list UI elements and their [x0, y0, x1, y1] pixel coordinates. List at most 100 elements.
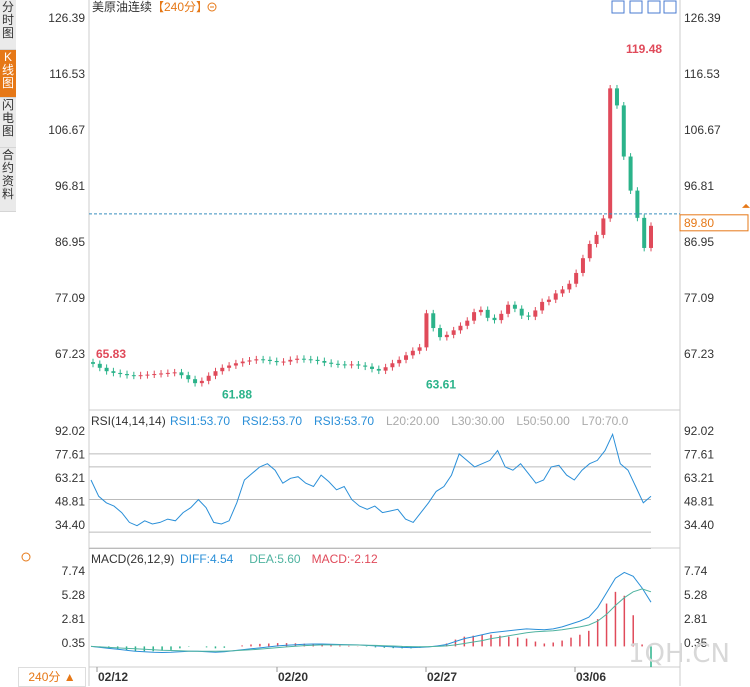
macd-axis-tick-left: 2.81 — [62, 612, 86, 626]
x-tick-label: 02/12 — [98, 670, 128, 684]
macd-axis-tick-left: 5.28 — [62, 588, 86, 602]
price-axis-tick-left: 116.53 — [49, 67, 85, 81]
candle-body — [519, 308, 524, 316]
rsi-legend-item: L70:70.0 — [582, 414, 629, 428]
x-tick-label: 03/06 — [576, 670, 606, 684]
candle-body — [512, 304, 517, 309]
candle-body — [594, 234, 599, 244]
candle-body — [376, 368, 381, 371]
price-axis-tick-left: 86.95 — [55, 235, 85, 249]
price-annotation: 65.83 — [96, 347, 126, 361]
rsi-title: RSI(14,14,14) — [91, 414, 166, 428]
rsi-axis-tick-right: 77.61 — [684, 448, 714, 462]
candle-body — [240, 361, 245, 364]
rsi-axis-tick-right: 63.21 — [684, 471, 714, 485]
candle-body — [274, 360, 279, 363]
candle-body — [91, 362, 95, 364]
price-axis-tick-left: 106.67 — [48, 123, 85, 137]
macd-legend-item: MACD:-2.12 — [312, 552, 378, 566]
candle-body — [553, 293, 558, 300]
candle-body — [308, 359, 313, 361]
candle-body — [165, 372, 170, 374]
candle-body — [601, 218, 606, 235]
price-axis-tick-right: 126.39 — [684, 11, 721, 25]
candle-body — [363, 365, 368, 367]
circle-minus-icon — [207, 2, 217, 12]
candle-body — [621, 105, 626, 157]
candle-body — [206, 375, 211, 381]
tab-1[interactable]: K线图 — [0, 50, 16, 98]
rsi-axis-tick-left: 77.61 — [55, 448, 85, 462]
candle-body — [138, 375, 143, 377]
candle-body — [233, 363, 238, 366]
candle-body — [410, 350, 415, 356]
candle-body — [145, 374, 150, 376]
tab-3[interactable]: 合约资料 — [0, 148, 16, 212]
price-axis-tick-right: 77.09 — [684, 291, 714, 305]
candle-body — [465, 320, 470, 326]
x-tick-label: 02/27 — [427, 670, 457, 684]
candle-body — [179, 372, 184, 376]
candle-body — [349, 364, 354, 366]
candle-body — [97, 363, 102, 368]
price-axis-tick-right: 106.67 — [684, 123, 721, 137]
tab-0[interactable]: 分时图 — [0, 0, 16, 50]
macd-axis-tick-right: 5.28 — [684, 588, 708, 602]
period-selector-label: 240分 — [28, 670, 61, 684]
candle-body — [451, 330, 456, 335]
candle-body — [281, 361, 286, 363]
macd-axis-tick-right: 2.81 — [684, 612, 708, 626]
rsi-legend-item: L50:50.00 — [516, 414, 570, 428]
candle-body — [580, 258, 585, 273]
candle-body — [261, 359, 266, 361]
rsi-axis-tick-left: 92.02 — [55, 424, 85, 438]
candle-body — [533, 310, 538, 317]
candle-body — [301, 358, 306, 360]
candle-body — [288, 359, 293, 362]
candle-body — [342, 364, 347, 366]
expand-icon — [629, 0, 643, 14]
price-annotation: 61.88 — [222, 387, 252, 401]
macd-axis-tick-left: 7.74 — [62, 564, 86, 578]
candle-body — [444, 334, 449, 338]
candle-body — [322, 360, 327, 363]
candle-body — [417, 347, 422, 351]
price-axis-tick-right: 116.53 — [684, 67, 720, 81]
candle-body — [254, 359, 259, 361]
candle-body — [370, 366, 374, 369]
last-price-label: 89.80 — [684, 216, 714, 230]
candle-body — [424, 313, 429, 348]
candle-body — [329, 362, 334, 364]
chart-title: 美原油连续 — [92, 0, 152, 14]
rsi-legend-item: RSI1:53.70 — [170, 414, 230, 428]
candle-body — [499, 313, 504, 321]
candle-body — [472, 312, 477, 321]
rsi-axis-tick-left: 34.40 — [55, 518, 85, 532]
grid-icon — [663, 0, 677, 14]
rsi-line — [90, 432, 652, 527]
price-axis-tick-left: 67.23 — [55, 347, 85, 361]
price-annotation: 63.61 — [426, 378, 456, 392]
rsi-axis-tick-right: 48.81 — [684, 494, 714, 508]
candle-body — [267, 359, 272, 361]
price-axis-tick-right: 67.23 — [684, 347, 714, 361]
period-selector[interactable]: 240分 ▲ — [18, 667, 86, 687]
candle-body — [172, 372, 177, 374]
candle-body — [635, 190, 640, 218]
candle-body — [125, 374, 130, 376]
price-axis-tick-right: 86.95 — [684, 235, 714, 249]
candle-body — [485, 309, 490, 318]
side-tabs: 分时图 K线图 闪电图 合约资料 — [0, 0, 17, 686]
macd-legend-item: DEA:5.60 — [249, 552, 301, 566]
candle-body — [492, 317, 497, 321]
candle-body — [295, 358, 300, 360]
candle-body — [438, 328, 443, 338]
candle-body — [526, 315, 531, 317]
candle-body — [315, 359, 320, 361]
tab-2[interactable]: 闪电图 — [0, 98, 16, 148]
candle-body — [540, 301, 545, 311]
candle-body — [213, 371, 218, 376]
rsi-legend-item: RSI3:53.70 — [314, 414, 374, 428]
rsi-axis-tick-left: 63.21 — [55, 471, 85, 485]
